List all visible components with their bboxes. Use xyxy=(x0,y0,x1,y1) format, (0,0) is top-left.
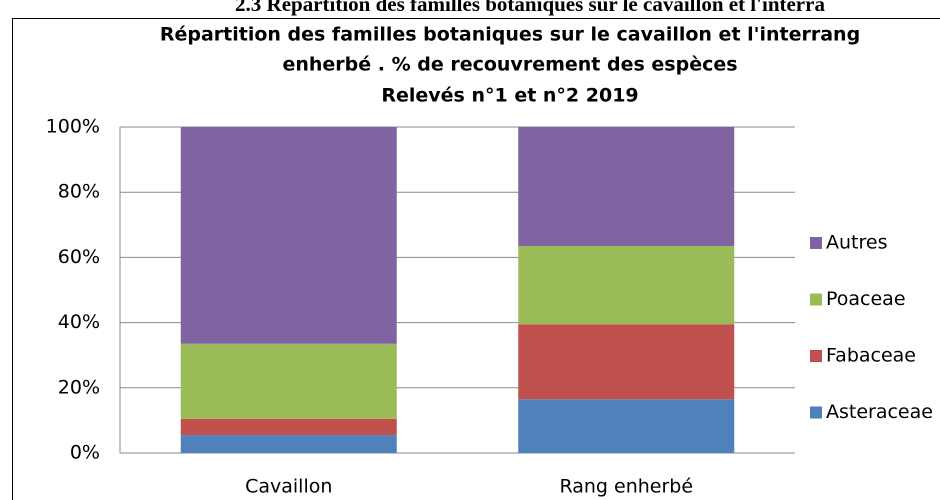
bar-segment xyxy=(180,343,397,419)
bar-segment xyxy=(180,435,397,453)
legend-swatch xyxy=(810,406,822,419)
chart-title: Répartition des familles botaniques sur … xyxy=(160,24,860,46)
y-tick-label: 60% xyxy=(58,246,100,268)
bar-segment xyxy=(518,245,735,325)
chart-title: Relevés n°1 et n°2 2019 xyxy=(381,85,638,107)
chart-title: enherbé . % de recouvrement des espèces xyxy=(282,54,737,76)
y-tick-label: 40% xyxy=(58,311,100,333)
legend-swatch xyxy=(810,237,822,249)
y-tick-label: 0% xyxy=(70,442,100,464)
bar-segment xyxy=(180,418,397,436)
legend-label: Fabaceae xyxy=(826,345,916,367)
bar-segment xyxy=(180,127,397,344)
bar-segment xyxy=(518,324,735,400)
legend-swatch xyxy=(810,350,822,362)
y-tick-label: 20% xyxy=(58,376,100,398)
section-heading: 2.3 Répartition des familles botaniques … xyxy=(235,0,825,16)
legend-label: Autres xyxy=(826,232,887,254)
legend-label: Poaceae xyxy=(826,288,906,310)
chart-frame xyxy=(12,18,940,500)
legend-label: Asteraceae xyxy=(826,401,933,423)
bar-segment xyxy=(518,399,735,453)
bar-segment xyxy=(518,127,735,246)
legend-swatch xyxy=(810,293,822,306)
x-tick-label: Rang enherbé xyxy=(559,476,693,498)
x-tick-label: Cavaillon xyxy=(245,476,332,498)
y-tick-label: 80% xyxy=(58,181,100,203)
y-tick-label: 100% xyxy=(46,116,100,138)
